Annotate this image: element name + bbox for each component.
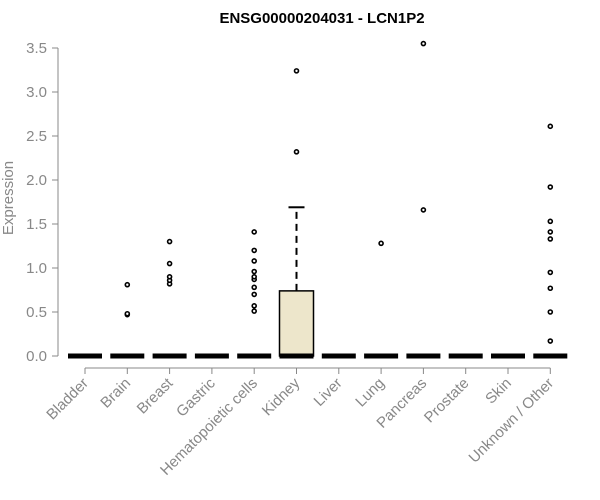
- outlier-point: [293, 149, 300, 155]
- outlier-point: [547, 338, 554, 344]
- box-group: [406, 40, 441, 359]
- x-tick-label: Bladder: [43, 375, 92, 424]
- y-tick-label: 3.5: [26, 40, 47, 57]
- outlier-point: [420, 40, 427, 47]
- outlier-point: [547, 285, 554, 292]
- x-tick-label: Prostate: [421, 375, 473, 427]
- box-group: [533, 123, 568, 359]
- y-tick-label: 2.5: [26, 128, 47, 145]
- outlier-point: [547, 236, 554, 242]
- y-tick-label: 1.0: [26, 260, 47, 277]
- y-tick-label: 1.5: [26, 216, 47, 233]
- outlier-point: [547, 229, 554, 235]
- box-group: [110, 281, 145, 359]
- outlier-point: [166, 273, 173, 280]
- outlier-point: [547, 184, 554, 190]
- outlier-point: [124, 281, 131, 288]
- outlier-point: [251, 268, 257, 275]
- outlier-point: [547, 218, 554, 225]
- box-group: [152, 238, 187, 359]
- outlier-point: [251, 291, 257, 298]
- outlier-point: [251, 284, 257, 291]
- outlier-point: [251, 247, 257, 254]
- outlier-point: [251, 229, 257, 235]
- y-tick-label: 0.0: [26, 348, 47, 365]
- outlier-point: [124, 310, 131, 317]
- x-tick-label: Skin: [482, 375, 515, 408]
- outlier-point: [293, 68, 300, 74]
- outlier-point: [251, 303, 257, 309]
- outlier-point: [547, 309, 554, 315]
- x-tick-label: Lung: [352, 375, 388, 411]
- boxes-layer: [68, 40, 568, 359]
- box-group: [364, 240, 399, 359]
- outlier-point: [547, 269, 554, 276]
- y-tick-label: 0.5: [26, 304, 47, 321]
- box-iqr: [278, 290, 315, 357]
- box-group: [278, 68, 315, 359]
- y-axis: 0.0 0.5 1.0 1.5 2.0 2.5 3.0 3.5: [26, 40, 59, 365]
- outlier-point: [251, 273, 257, 280]
- x-tick-label: Brain: [97, 375, 134, 412]
- y-axis-label: Expression: [0, 161, 17, 235]
- outlier-point: [251, 258, 257, 264]
- x-tick-label: Kidney: [259, 374, 304, 419]
- outlier-point: [420, 207, 427, 213]
- y-tick-label: 3.0: [26, 84, 47, 101]
- outlier-point: [166, 260, 173, 267]
- y-tick-label: 2.0: [26, 172, 47, 189]
- outlier-point: [547, 123, 554, 130]
- box-group: [237, 229, 272, 359]
- x-tick-label: Liver: [311, 375, 346, 410]
- x-tick-label: Breast: [134, 374, 177, 417]
- chart-title: ENSG00000204031 - LCN1P2: [219, 10, 424, 27]
- outlier-point: [166, 238, 173, 245]
- outlier-point: [378, 240, 384, 247]
- outlier-point: [251, 308, 257, 314]
